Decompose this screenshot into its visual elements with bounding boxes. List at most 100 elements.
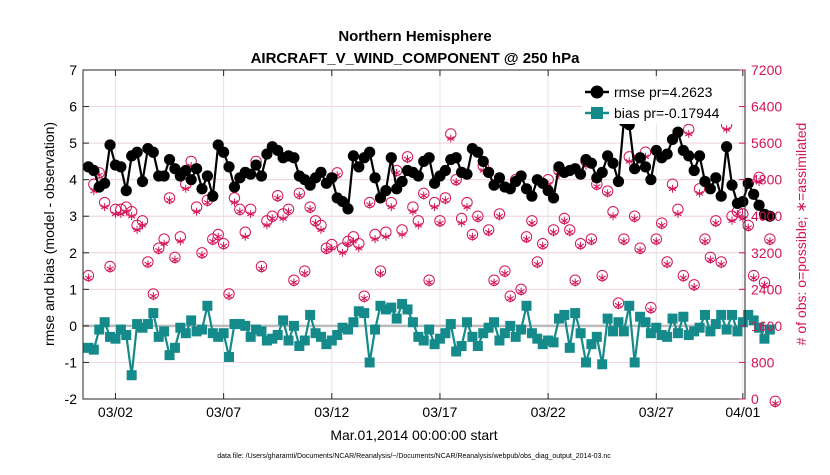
bias-point [310,328,321,339]
assimilated-obs-marker [495,212,504,221]
y-tick-label-left: 3 [69,208,77,224]
assimilated-obs-marker [192,207,201,216]
rmse-point [315,166,327,178]
bias-point [499,328,510,339]
bias-point [526,328,537,339]
bias-point [321,339,332,350]
rmse-point [326,172,338,184]
y-tick-label-right: 1600 [751,318,782,334]
y-tick-label-left: 6 [69,99,77,115]
rmse-point [585,157,597,169]
assimilated-obs-marker [717,260,725,269]
assimilated-obs-marker [447,134,455,143]
bias-point [272,330,283,341]
assimilated-obs-marker [317,225,325,234]
assimilated-obs-marker [263,221,271,230]
chart-title: Northern Hemisphere [338,28,491,45]
legend-bias-marker [591,107,603,119]
assimilated-obs-marker [106,264,114,273]
x-tick-label: 04/01 [725,404,760,420]
rmse-point [547,192,560,204]
assimilated-obs-marker [398,230,406,239]
assimilated-obs-marker [371,235,379,244]
rmse-point [704,183,716,195]
assimilated-obs-marker [155,246,163,255]
bias-point [121,330,132,341]
bias-point [467,331,478,342]
bias-point [375,300,386,311]
rmse-point [493,172,506,184]
assimilated-obs-marker [522,235,531,244]
bias-point [115,324,126,335]
bias-point [575,328,586,339]
assimilated-obs-marker [409,207,417,216]
assimilated-obs-marker [749,273,758,282]
y-tick-label-left: 2 [69,245,77,261]
legend-box [582,80,738,124]
bias-point [683,330,694,341]
bias-point [413,331,424,342]
rmse-point [753,199,765,211]
assimilated-obs-marker [165,196,174,205]
y-tick-label-right: 5600 [751,135,782,151]
assimilated-obs-marker [225,292,233,301]
bias-point [608,326,619,337]
assimilated-obs-marker [657,221,666,230]
rmse-point [115,161,127,173]
assimilated-obs-marker [311,219,320,228]
rmse-point [99,177,111,189]
rmse-point [737,196,749,208]
bias-point [586,339,597,350]
assimilated-obs-marker [571,278,579,287]
bias-point [99,317,110,328]
rmse-point [661,148,673,160]
bias-point [191,326,202,337]
assimilated-obs-marker [685,129,693,138]
assimilated-obs-marker [171,255,179,264]
assimilated-obs-marker [668,184,677,193]
bias-point [343,324,354,335]
bias-point [196,324,207,335]
bias-point [299,335,310,346]
bias-point [88,344,99,355]
assimilated-obs-marker [722,125,731,134]
bias-point [602,313,613,324]
bias-point [732,326,743,337]
assimilated-obs-marker [203,198,212,207]
bias-point [705,326,716,337]
assimilated-obs-marker [279,214,287,223]
rmse-point [574,168,587,180]
bias-point [207,328,218,339]
assimilated-obs-marker [214,232,222,241]
assimilated-obs-marker [490,278,498,287]
bias-point [656,330,667,341]
bias-point [126,370,137,381]
bias-point [337,322,348,333]
rmse-point [201,170,213,182]
bias-point [516,324,527,335]
bias-point [148,308,159,319]
assimilated-obs-marker [457,219,466,228]
bias-point [727,309,738,320]
bias-point [132,319,143,330]
plot-frame [82,69,746,400]
bias-point [137,322,148,333]
bias-point [218,328,229,339]
assimilated-obs-marker [760,280,769,289]
bias-point [764,324,775,335]
bias-point [521,300,532,311]
assimilated-obs-marker [382,232,390,241]
bias-point [640,317,651,328]
bias-point [94,324,105,335]
series-markers [82,115,776,381]
assimilated-obs-marker [430,203,439,212]
rmse-point [607,157,619,169]
assimilated-obs-marker [144,260,152,269]
y-axis-right: 0 800 1600 2400 3200 4000 4800 5600 6400 7200 [739,62,782,407]
y-tick-label-left: 1 [69,281,77,297]
assimilated-obs-marker [257,264,266,273]
assimilated-obs-marker [198,251,206,260]
y-tick-label-right: 3200 [751,245,782,261]
bias-point [543,335,554,346]
